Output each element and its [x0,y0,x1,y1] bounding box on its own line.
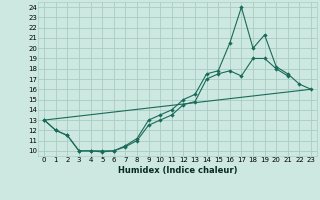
X-axis label: Humidex (Indice chaleur): Humidex (Indice chaleur) [118,166,237,175]
